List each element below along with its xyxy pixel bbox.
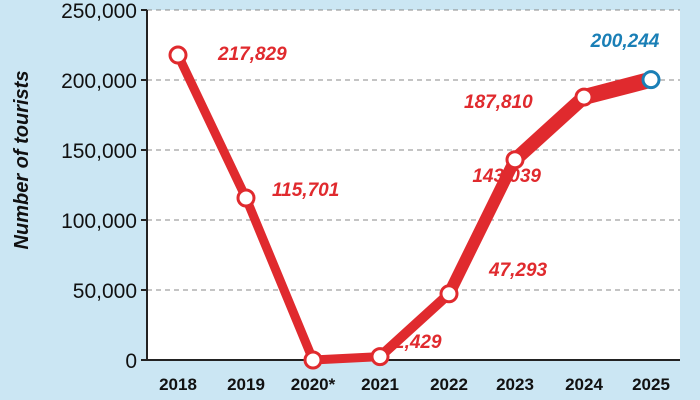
series-line-segment (508, 90, 591, 167)
x-tick-label: 2020* (291, 375, 336, 394)
x-tick-labels: 2018 2019 2020* 2021 2022 2023 2024 2025 (159, 375, 670, 394)
y-tick-label: 0 (125, 350, 137, 373)
x-tick-label: 2024 (565, 375, 603, 394)
data-point (505, 150, 525, 170)
data-points (168, 45, 661, 370)
data-label: 115,701 (272, 180, 339, 201)
gridlines (147, 9, 680, 291)
y-tick-label: 250,000 (61, 0, 137, 23)
x-tick-label: 2018 (159, 375, 197, 394)
data-point (236, 188, 256, 208)
series-line-segment (308, 352, 385, 365)
x-tick-label: 2023 (496, 375, 534, 394)
y-tick-label: 150,000 (61, 140, 137, 163)
x-tick-label: 2021 (361, 375, 399, 394)
series-line-segment (443, 153, 521, 300)
y-tick-label: 100,000 (61, 210, 137, 233)
data-point (303, 350, 323, 370)
x-tick-label: 2019 (227, 375, 265, 394)
series-line-segment (576, 71, 659, 106)
data-label: 143,039 (472, 166, 541, 187)
data-point (370, 347, 390, 367)
y-axis-label: Number of tourists (11, 71, 33, 250)
x-tick-label: 2022 (430, 375, 468, 394)
x-tick-label: 2025 (632, 375, 670, 394)
y-tick-label: 200,000 (61, 70, 137, 93)
y-tick-label: 50,000 (73, 280, 137, 303)
data-label: 47,293 (488, 260, 548, 281)
data-label: 2,429 (393, 332, 442, 353)
data-point (168, 45, 188, 65)
data-label: 187,810 (464, 92, 533, 113)
data-label: 217,829 (217, 44, 287, 65)
data-labels: 217,829 115,701 2,429 47,293 143,039 187,810 2… (217, 31, 660, 353)
highlight-data-label: 200,244 (590, 31, 660, 52)
data-point (574, 87, 594, 107)
series-line-segment (173, 50, 251, 203)
series-line-group (173, 50, 659, 365)
series-line-segment (375, 288, 454, 362)
series-line-segment (241, 193, 318, 365)
data-point (439, 284, 459, 304)
y-tick-labels: 0 50,000 100,000 150,000 200,000 250,000 (61, 0, 147, 373)
highlight-point (641, 70, 661, 90)
